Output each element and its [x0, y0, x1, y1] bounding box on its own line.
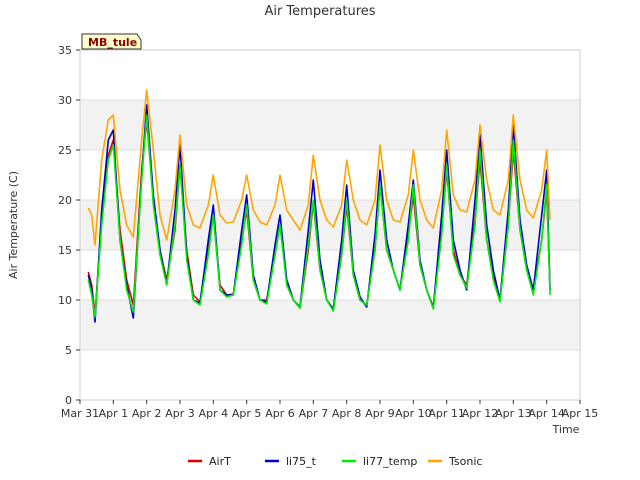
- legend: AirT li75_t li77_temp Tsonic: [188, 455, 482, 468]
- x-tick-label: Apr 15: [562, 407, 599, 420]
- x-tick-label: Apr 14: [528, 407, 565, 420]
- site-badge-label: MB_tule: [88, 36, 137, 49]
- series-line-Tsonic: [87, 89, 551, 246]
- series-line-li77_temp: [87, 114, 551, 318]
- x-tick-label: Apr 11: [428, 407, 465, 420]
- x-tick-label: Apr 8: [332, 407, 362, 420]
- y-tick-label: 15: [58, 244, 72, 257]
- x-tick-label: Apr 10: [395, 407, 432, 420]
- x-tick-label: Apr 12: [462, 407, 499, 420]
- legend-label-li75_t: li75_t: [286, 455, 317, 468]
- y-tick-label: 10: [58, 294, 72, 307]
- band-1: [80, 300, 580, 350]
- y-axis: 0 5 10 15 20 25 30 35: [58, 44, 80, 407]
- x-tick-label: Apr 2: [132, 407, 162, 420]
- band-5: [80, 100, 580, 150]
- legend-label-Tsonic: Tsonic: [448, 455, 482, 468]
- y-tick-label: 5: [65, 344, 72, 357]
- y-tick-label: 30: [58, 94, 72, 107]
- legend-label-li77_temp: li77_temp: [363, 455, 417, 468]
- y-axis-label: Air Temperature (C): [7, 171, 20, 279]
- x-tick-label: Apr 13: [495, 407, 532, 420]
- y-tick-label: 25: [58, 144, 72, 157]
- plot-area: [79, 49, 581, 401]
- plot-background-bands: [80, 49, 580, 401]
- legend-label-AirT: AirT: [209, 455, 231, 468]
- series-lines: [87, 89, 551, 323]
- x-tick-label: Apr 9: [365, 407, 395, 420]
- x-axis: Mar 31 Apr 1 Apr 2 Apr 3 Apr 4 Apr 5 Apr 6 Apr …: [61, 400, 598, 420]
- site-badge: MB_tule: [81, 33, 142, 50]
- x-tick-label: Apr 4: [199, 407, 229, 420]
- y-tick-label: 20: [58, 194, 72, 207]
- x-tick-label: Apr 3: [165, 407, 195, 420]
- x-tick-label: Apr 6: [265, 407, 295, 420]
- y-tick-label: 35: [58, 44, 72, 57]
- chart-title: Air Temperatures: [264, 4, 375, 19]
- y-tick-label: 0: [65, 394, 72, 407]
- x-axis-label: Time: [552, 423, 580, 436]
- x-tick-label: Apr 5: [232, 407, 262, 420]
- x-tick-label: Apr 1: [99, 407, 129, 420]
- x-tick-label: Apr 7: [299, 407, 329, 420]
- x-tick-label: Mar 31: [61, 407, 99, 420]
